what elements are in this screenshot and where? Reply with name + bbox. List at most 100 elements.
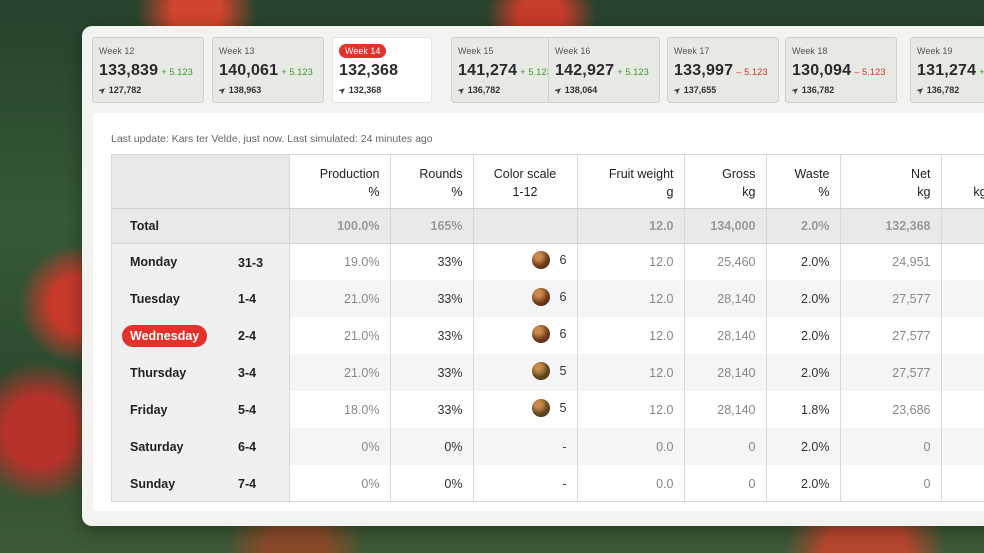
week-card[interactable]: Week 19 131,274 + ➤136,782 (910, 37, 984, 103)
column-title: Production (319, 167, 380, 181)
cell-waste[interactable]: 2.0% (766, 317, 841, 354)
cell-rounds[interactable]: 33% (390, 280, 474, 317)
day-row[interactable]: Wednesday 2-4 21.0% 33% 6 12.0 28,140 2.0% 27,57… (112, 317, 984, 354)
column-title: Fruit weight (608, 167, 674, 181)
week-value: 133,839 (99, 62, 159, 79)
column-header[interactable]: Fruit weight g (577, 155, 685, 209)
cell-production[interactable]: 0% (289, 428, 391, 465)
cell-rounds[interactable]: 33% (390, 317, 474, 354)
cell-weight[interactable]: 0.0 (577, 428, 685, 465)
day-row[interactable]: Tuesday 1-4 21.0%33% 6 12.028,1402.0%27,5772… (112, 280, 984, 317)
cell-weight[interactable]: 12.0 (577, 280, 685, 317)
cell-net[interactable]: 0 (840, 428, 942, 465)
cell-color[interactable]: 5 (473, 354, 578, 391)
cell-rounds[interactable]: 33% (390, 354, 474, 391)
cell-net[interactable]: 27,577 (840, 354, 942, 391)
column-header[interactable]: Rounds% (390, 155, 474, 209)
cell-extra[interactable]: 0. (941, 465, 984, 501)
cell-production[interactable]: 19.0% (289, 243, 391, 280)
cell-rounds[interactable]: 0% (390, 428, 474, 465)
cell-weight[interactable]: 12.0 (577, 354, 685, 391)
cell-gross[interactable]: 28,140 (684, 280, 767, 317)
cell-extra[interactable]: 0. (941, 428, 984, 465)
week-card[interactable]: Week 15 141,274 + 5.123 ➤136,782 (451, 37, 563, 103)
cell-gross[interactable]: 0 (684, 465, 767, 501)
day-name: Tuesday (130, 291, 180, 306)
cell-weight[interactable]: 0.0 (577, 465, 685, 501)
cell-weight[interactable]: 12.0 (577, 243, 685, 280)
column-title: Gross (722, 167, 756, 181)
color-scale-value: 6 (531, 288, 567, 306)
cell-extra[interactable]: 2. (941, 317, 984, 354)
column-header[interactable]: Color scale 1-12 (473, 155, 578, 209)
cell-color[interactable]: 6 (473, 243, 578, 280)
day-row[interactable]: Thursday 3-4 21.0% 33% 5 12.0 28,140 2.0% 27,577… (112, 354, 984, 391)
cell-extra[interactable]: 2. (941, 280, 984, 317)
cell-extra[interactable]: 2. (941, 243, 984, 280)
cell-color[interactable]: - (473, 428, 578, 465)
cell-waste[interactable]: 1.8% (766, 391, 841, 428)
cell-extra[interactable]: 2. (941, 391, 984, 428)
cell-rounds[interactable]: 33% (390, 391, 474, 428)
cell-gross[interactable]: 25,460 (684, 243, 767, 280)
week-card[interactable]: Week 18 130,094– 5.123 ➤136,782 (785, 37, 897, 103)
cell-color[interactable]: 6 (473, 280, 578, 317)
column-header[interactable]: Production% (289, 155, 391, 209)
week-label: Week 14 (339, 44, 425, 58)
cell-rounds[interactable]: 33% (390, 243, 474, 280)
week-label-text: Week 15 (458, 46, 494, 56)
cell-net[interactable]: 23,686 (840, 391, 942, 428)
column-title: Ne (942, 165, 984, 183)
column-header[interactable]: Waste% (766, 155, 841, 209)
day-date: 5-4 (238, 403, 257, 417)
week-card[interactable]: Week 16 142,927 + 5.123 ➤138,064 (548, 37, 660, 103)
day-name: Monday (130, 254, 178, 269)
week-card[interactable]: Week 17 133,997– 5.123 ➤137,655 (667, 37, 779, 103)
column-header[interactable]: Net kg (840, 155, 942, 209)
day-row[interactable]: Monday 31-3 19.0%33% 6 12.025,4602.0%24,9512… (112, 243, 984, 280)
cell-net[interactable]: 27,577 (840, 317, 942, 354)
cell-rounds[interactable]: 0% (390, 465, 474, 501)
cell-waste[interactable]: 2.0% (766, 280, 841, 317)
cell-waste[interactable]: 2.0% (766, 243, 841, 280)
cell-extra[interactable]: 2. (941, 354, 984, 391)
cell-net[interactable]: 0 (840, 465, 942, 501)
cell-production[interactable]: 21.0% (289, 317, 391, 354)
week-label-text: Week 12 (99, 46, 135, 56)
week-card[interactable]: Week 12 133,839 + 5.123 ➤127,782 (92, 37, 204, 103)
cell-weight[interactable]: 12.0 (577, 317, 685, 354)
column-unit: kg/m (973, 185, 984, 199)
cell-weight[interactable]: 12.0 (577, 391, 685, 428)
cell-waste[interactable]: 2.0% (766, 428, 841, 465)
cell-color[interactable]: - (473, 465, 578, 501)
cell-waste[interactable]: 2.0% (766, 465, 841, 501)
cell-production[interactable]: 21.0% (289, 354, 391, 391)
total-net: 132,368 (840, 208, 942, 244)
day-name: Friday (130, 402, 168, 417)
cell-production[interactable]: 0% (289, 465, 391, 501)
cell-production[interactable]: 18.0% (289, 391, 391, 428)
cell-gross[interactable]: 28,140 (684, 391, 767, 428)
cell-gross[interactable]: 0 (684, 428, 767, 465)
day-name: Thursday (130, 365, 187, 380)
day-name: Saturday (130, 439, 184, 454)
cell-gross[interactable]: 28,140 (684, 317, 767, 354)
cell-production[interactable]: 21.0% (289, 280, 391, 317)
cell-waste[interactable]: 2.0% (766, 354, 841, 391)
week-card[interactable]: Week 14 132,368 ➤132,368 (332, 37, 432, 103)
cell-gross[interactable]: 28,140 (684, 354, 767, 391)
cell-color[interactable]: 5 (473, 391, 578, 428)
week-target: ➤136,782 (790, 85, 890, 96)
column-header[interactable]: Ne kg/m (941, 155, 984, 209)
cell-net[interactable]: 24,951 (840, 243, 942, 280)
column-header[interactable]: Gross kg (684, 155, 767, 209)
week-card[interactable]: Week 13 140,061 + 5.123 ➤138,963 (212, 37, 324, 103)
week-target-value: 137,655 (683, 85, 717, 95)
week-target: ➤136,782 (456, 85, 556, 96)
total-extra: 2. (941, 208, 984, 244)
cell-color[interactable]: 6 (473, 317, 578, 354)
cell-net[interactable]: 27,577 (840, 280, 942, 317)
